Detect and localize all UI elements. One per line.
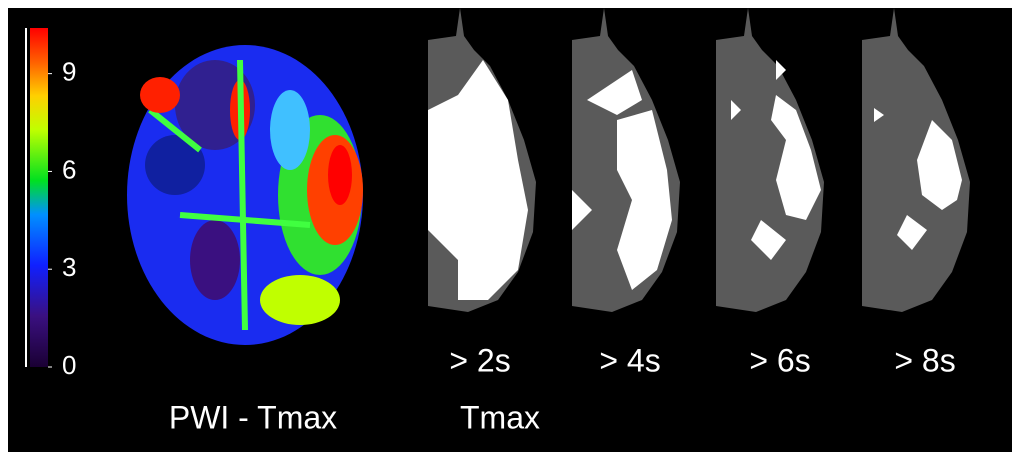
mask-8s — [862, 8, 970, 312]
mask-4s — [572, 8, 680, 312]
region — [260, 275, 340, 325]
threshold-label: > 8s — [894, 342, 955, 378]
region — [328, 145, 352, 205]
region — [190, 220, 240, 300]
mask-6s — [716, 8, 824, 312]
colorbar-tick-label: 0 — [62, 350, 76, 380]
tmax-label: Tmax — [460, 399, 540, 435]
threshold-label: > 4s — [599, 342, 660, 378]
threshold-label: > 2s — [449, 342, 510, 378]
colorbar-tick-label: 9 — [62, 57, 76, 87]
colorbar-tick-label: 6 — [62, 154, 76, 184]
pwi-map — [127, 45, 363, 345]
mask-2s — [428, 8, 536, 312]
region — [145, 135, 205, 195]
region — [140, 77, 180, 113]
threshold-label: > 6s — [749, 342, 810, 378]
region — [270, 90, 310, 170]
colorbar — [30, 28, 48, 367]
pwi-label: PWI - Tmax — [169, 399, 337, 435]
vessels — [148, 59, 311, 331]
colorbar-tick-label: 3 — [62, 252, 76, 282]
